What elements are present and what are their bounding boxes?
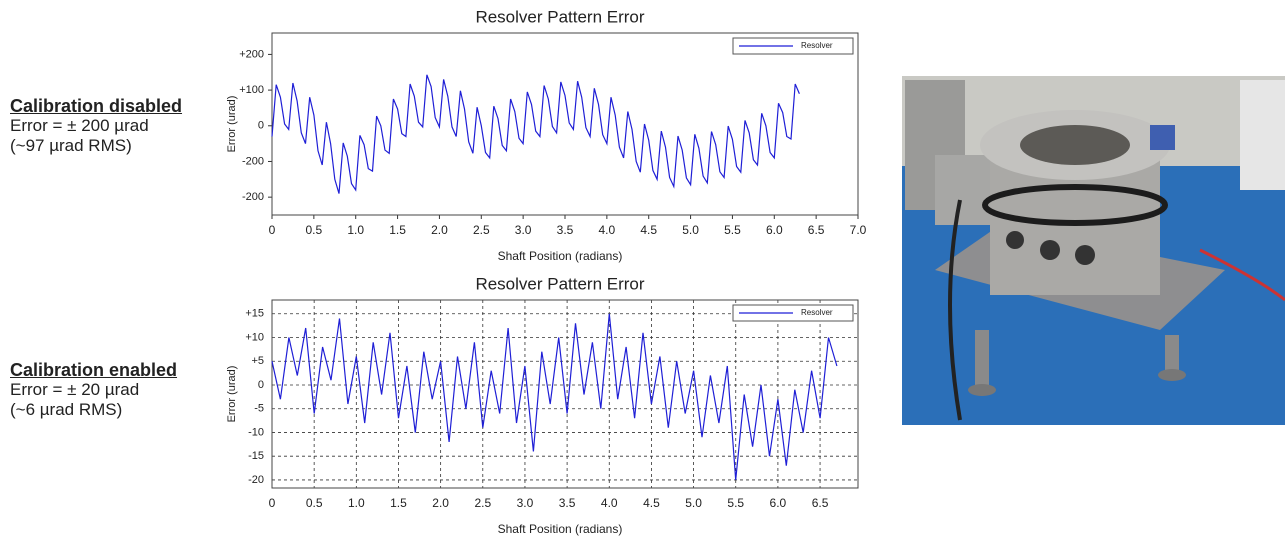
x-tick-label: 5.5 xyxy=(724,223,741,237)
annotation-error: Error = ± 200 µrad xyxy=(10,116,149,135)
x-tick-label: 6.0 xyxy=(766,223,783,237)
x-tick-label: 0.5 xyxy=(306,496,323,510)
x-tick-label: 2.5 xyxy=(474,496,491,510)
x-tick-label: 4.0 xyxy=(601,496,618,510)
x-tick-label: 1.5 xyxy=(389,223,406,237)
x-axis-label: Shaft Position (radians) xyxy=(498,249,623,263)
series-line xyxy=(271,74,800,194)
y-axis-label: Error (urad) xyxy=(226,366,238,423)
annotation-heading: Calibration enabled xyxy=(10,360,178,380)
x-tick-label: 4.0 xyxy=(599,223,616,237)
x-tick-label: 3.0 xyxy=(515,223,532,237)
x-tick-label: 4.5 xyxy=(643,496,660,510)
x-tick-label: 3.5 xyxy=(557,223,574,237)
x-tick-label: 1.0 xyxy=(348,496,365,510)
x-tick-label: 3.5 xyxy=(559,496,576,510)
y-tick-label: -10 xyxy=(248,426,264,438)
annotation: Calibration enabled Error = ± 20 µrad (~… xyxy=(10,360,177,420)
x-tick-label: 5.5 xyxy=(727,496,744,510)
y-tick-label: -20 xyxy=(248,474,264,486)
legend-label: Resolver xyxy=(801,308,833,317)
x-tick-label: 0.5 xyxy=(306,223,323,237)
annotation-rms: (~97 µrad RMS) xyxy=(10,136,132,155)
x-tick-label: 3.0 xyxy=(517,496,534,510)
plot-frame xyxy=(271,299,859,489)
y-tick-label: 0 xyxy=(258,120,264,132)
x-tick-label: 6.5 xyxy=(808,223,825,237)
x-tick-label: 6.5 xyxy=(812,496,829,510)
x-tick-label: 5.0 xyxy=(685,496,702,510)
x-tick-label: 5.0 xyxy=(682,223,699,237)
photo xyxy=(902,76,1285,425)
y-axis-label: Error (urad) xyxy=(226,96,238,153)
y-tick-label: -200 xyxy=(242,155,264,167)
x-axis-label: Shaft Position (radians) xyxy=(498,522,623,536)
y-tick-label: 0 xyxy=(258,379,264,391)
annotation-rms: (~6 µrad RMS) xyxy=(10,400,123,419)
series-line xyxy=(271,313,838,480)
x-tick-label: 4.5 xyxy=(640,223,657,237)
x-tick-label: 2.5 xyxy=(473,223,490,237)
y-tick-label: -200 xyxy=(242,191,264,203)
y-tick-label: +100 xyxy=(239,84,264,96)
annotation: Calibration disabled Error = ± 200 µrad … xyxy=(10,96,182,156)
x-tick-label: 6.0 xyxy=(770,496,787,510)
y-tick-label: +15 xyxy=(245,308,264,320)
x-tick-label: 0 xyxy=(269,223,276,237)
x-tick-label: 2.0 xyxy=(432,496,449,510)
chart-title: Resolver Pattern Error xyxy=(475,7,644,26)
x-tick-label: 7.0 xyxy=(850,223,867,237)
y-tick-label: -15 xyxy=(248,450,264,462)
y-tick-label: +200 xyxy=(239,48,264,60)
annotation-heading: Calibration disabled xyxy=(10,96,183,116)
legend-label: Resolver xyxy=(801,41,833,50)
chart-title: Resolver Pattern Error xyxy=(475,274,644,293)
y-tick-label: +10 xyxy=(245,331,264,343)
annotation-error: Error = ± 20 µrad xyxy=(10,380,140,399)
plot-frame xyxy=(271,32,859,216)
x-tick-label: 1.0 xyxy=(347,223,364,237)
x-tick-label: 0 xyxy=(269,496,276,510)
x-tick-label: 2.0 xyxy=(431,223,448,237)
y-tick-label: +5 xyxy=(251,355,264,367)
x-tick-label: 1.5 xyxy=(390,496,407,510)
y-tick-label: -5 xyxy=(254,403,264,415)
